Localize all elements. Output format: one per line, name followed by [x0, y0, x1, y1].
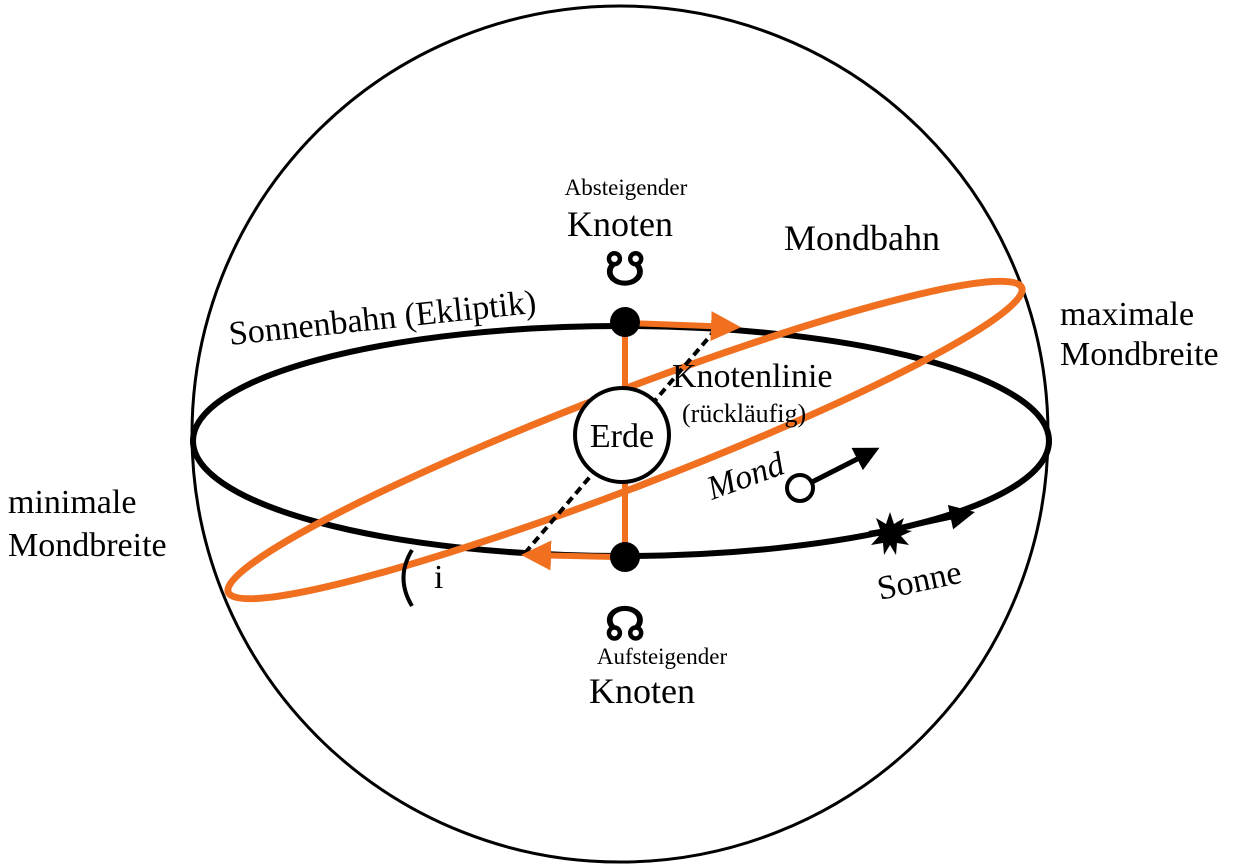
label: maximale	[1060, 296, 1194, 333]
arrow	[629, 311, 741, 342]
label: Knotenlinie	[672, 358, 833, 395]
moon-arrow	[810, 447, 880, 485]
sun	[868, 512, 912, 555]
symbol: ☊	[605, 599, 646, 650]
earth	[573, 386, 671, 484]
node	[610, 307, 640, 337]
label: Mondbreite	[8, 527, 167, 564]
label: (rückläufig)	[682, 399, 806, 428]
label: Aufsteigender	[597, 644, 728, 669]
node	[610, 542, 640, 572]
label: i	[434, 559, 443, 596]
label: Mondbreite	[1060, 336, 1219, 373]
label: Mondbahn	[784, 218, 940, 258]
sun-arrow	[899, 504, 975, 531]
angle-arc	[401, 548, 414, 608]
arrow	[521, 540, 616, 571]
label: minimale	[8, 484, 136, 521]
moon	[785, 473, 815, 503]
label: Erde	[590, 418, 654, 455]
label: Absteigender	[565, 175, 688, 200]
label: Knoten	[589, 671, 695, 711]
label: Sonne	[874, 554, 965, 608]
node-line	[523, 320, 724, 555]
symbol: ☋	[605, 244, 646, 295]
label: Knoten	[567, 204, 673, 244]
